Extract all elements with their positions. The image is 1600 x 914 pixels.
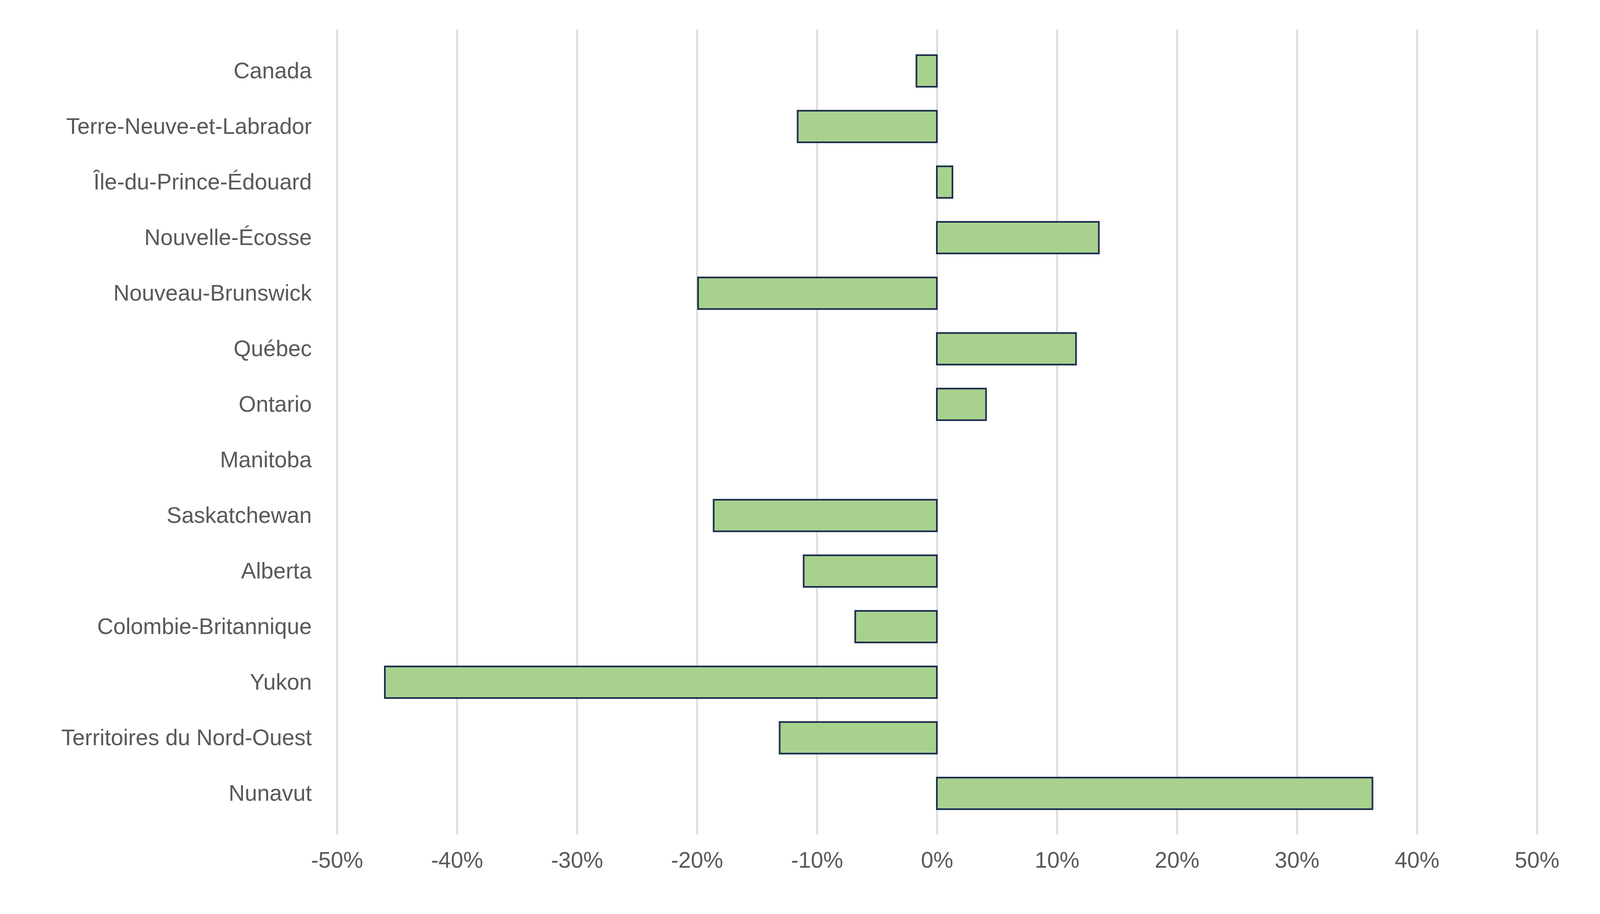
svg-text:Québec: Québec xyxy=(233,336,312,361)
svg-text:50%: 50% xyxy=(1514,847,1560,873)
svg-text:Ontario: Ontario xyxy=(238,391,312,417)
svg-text:Yukon: Yukon xyxy=(249,669,312,695)
svg-text:-20%: -20% xyxy=(671,847,724,873)
svg-text:Saskatchewan: Saskatchewan xyxy=(166,502,312,528)
svg-text:0%: 0% xyxy=(920,847,954,873)
svg-text:Île-du-Prince-Édouard: Île-du-Prince-Édouard xyxy=(92,169,312,195)
svg-text:Colombie-Britannique: Colombie-Britannique xyxy=(97,613,312,639)
svg-text:Manitoba: Manitoba xyxy=(219,447,312,472)
svg-text:-50%: -50% xyxy=(311,847,364,873)
svg-text:40%: 40% xyxy=(1394,847,1440,873)
svg-text:Nouvelle-Écosse: Nouvelle-Écosse xyxy=(144,224,312,250)
svg-text:30%: 30% xyxy=(1274,847,1320,873)
svg-text:Nunavut: Nunavut xyxy=(228,780,312,806)
svg-text:-30%: -30% xyxy=(551,847,604,873)
svg-text:Canada: Canada xyxy=(233,58,312,83)
svg-text:Terre-Neuve-et-Labrador: Terre-Neuve-et-Labrador xyxy=(66,113,312,139)
svg-text:Territoires du Nord-Ouest: Territoires du Nord-Ouest xyxy=(61,725,312,750)
svg-text:Nouveau-Brunswick: Nouveau-Brunswick xyxy=(113,280,312,306)
svg-text:-40%: -40% xyxy=(431,847,484,873)
svg-text:-10%: -10% xyxy=(791,847,844,873)
svg-text:10%: 10% xyxy=(1034,847,1080,873)
svg-text:20%: 20% xyxy=(1154,847,1200,873)
svg-text:Alberta: Alberta xyxy=(241,558,312,584)
